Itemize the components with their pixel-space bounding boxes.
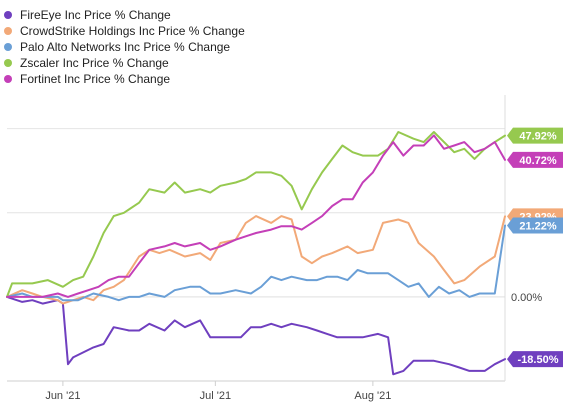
legend-item-fireeye-inc-price-change[interactable]: FireEye Inc Price % Change	[20, 8, 171, 22]
series-lines	[6, 131, 506, 376]
legend-item-zscaler-inc-price-change[interactable]: Zscaler Inc Price % Change	[20, 56, 169, 70]
end-label-badge-fireeye-inc-price-change	[507, 351, 563, 368]
legend-marker-fireeye-inc-price-change	[4, 11, 12, 19]
legend-marker-crowdstrike-holdings-inc-price-change	[4, 27, 12, 35]
legend-marker-palo-alto-networks-inc-price-change	[4, 43, 12, 51]
y-zero-label: 0.00%	[511, 292, 542, 304]
end-labels: -18.50%23.92%21.22%47.92%40.72%	[507, 127, 563, 368]
legend-item-fortinet-inc-price-change[interactable]: Fortinet Inc Price % Change	[20, 72, 170, 86]
end-label-fortinet-inc-price-change: 40.72%	[519, 155, 557, 167]
legend-item-crowdstrike-holdings-inc-price-change[interactable]: CrowdStrike Holdings Inc Price % Change	[20, 24, 245, 38]
x-tick-label: Jun '21	[45, 390, 80, 402]
end-label-palo-alto-networks-inc-price-change: 21.22%	[519, 220, 557, 232]
x-tick-label: Jul '21	[200, 390, 231, 402]
x-axis: Jun '21 Jul '21 Aug '21 0.00%	[7, 95, 542, 402]
end-label-zscaler-inc-price-change: 47.92%	[519, 131, 557, 143]
legend-item-palo-alto-networks-inc-price-change[interactable]: Palo Alto Networks Inc Price % Change	[20, 40, 230, 54]
end-label-badge-fortinet-inc-price-change	[507, 151, 563, 168]
legend-marker-fortinet-inc-price-change	[4, 75, 12, 83]
series-line-fireeye-inc-price-change[interactable]	[6, 295, 506, 376]
series-line-fortinet-inc-price-change[interactable]	[6, 134, 506, 298]
legend-marker-zscaler-inc-price-change	[4, 59, 12, 67]
end-label-badge-palo-alto-networks-inc-price-change	[507, 217, 563, 234]
series-line-zscaler-inc-price-change[interactable]	[6, 131, 506, 298]
end-label-fireeye-inc-price-change: -18.50%	[518, 354, 559, 366]
series-line-palo-alto-networks-inc-price-change[interactable]	[6, 224, 506, 302]
gridlines	[7, 128, 505, 298]
end-label-badge-zscaler-inc-price-change	[507, 127, 563, 144]
legend: FireEye Inc Price % Change CrowdStrike Ho…	[4, 8, 245, 86]
x-tick-label: Aug '21	[354, 390, 391, 402]
